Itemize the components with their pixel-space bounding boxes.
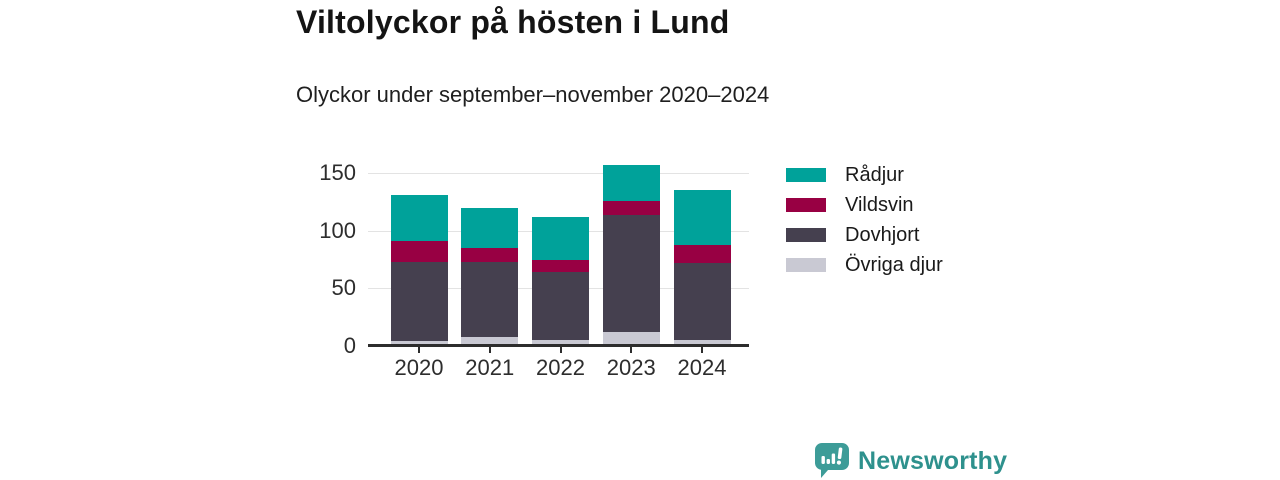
x-axis-line [368, 344, 749, 347]
bar-segment-2021-Vildsvin [461, 248, 519, 262]
bar-segment-2021-Dovhjort [461, 261, 519, 337]
legend-swatch-Rådjur [786, 168, 826, 182]
newsworthy-logo[interactable]: Newsworthy [815, 443, 1007, 479]
legend-swatch-Övriga djur [786, 258, 826, 272]
gridline-150 [368, 173, 749, 174]
x-axis-label-2020: 2020 [394, 355, 444, 380]
x-axis-tick-2024 [701, 347, 703, 353]
bar-segment-2020-Övriga djur [390, 341, 448, 346]
x-axis-label-2021: 2021 [465, 355, 515, 380]
newsworthy-logo-text: Newsworthy [858, 446, 1008, 475]
bar-segment-2020-Dovhjort [390, 261, 448, 342]
bar-segment-2021-Övriga djur [461, 336, 519, 346]
legend-label-Rådjur: Rådjur [845, 163, 904, 186]
newsworthy-logo-icon [815, 443, 849, 479]
bar-segment-2024-Vildsvin [673, 244, 731, 263]
x-axis-tick-2021 [488, 347, 491, 353]
bar-segment-2020-Vildsvin [390, 241, 448, 262]
legend-swatch-Dovhjort [786, 228, 826, 242]
bar-segment-2022-Vildsvin [532, 259, 589, 273]
stacked-bar-2024 [673, 190, 731, 346]
chart-subtitle: Olyckor under september–november 2020–20… [296, 82, 770, 107]
bar-segment-2024-Övriga djur [673, 340, 731, 346]
legend-row-Dovhjort: Dovhjort [786, 220, 943, 250]
bar-segment-2023-Övriga djur [602, 332, 660, 346]
bar-segment-2024-Rådjur [673, 190, 731, 245]
bar-segment-2022-Övriga djur [532, 340, 589, 346]
legend-swatch-Vildsvin [786, 198, 826, 212]
y-axis-label-0: 0 [343, 333, 356, 358]
bar-segment-2021-Rådjur [461, 207, 519, 248]
x-axis-tick-2023 [630, 347, 633, 353]
legend-row-Rådjur: Rådjur [786, 160, 943, 190]
x-axis-label-2023: 2023 [606, 355, 656, 380]
bar-segment-2024-Dovhjort [673, 262, 731, 341]
bar-segment-2022-Dovhjort [532, 272, 589, 341]
y-axis-label-100: 100 [319, 217, 356, 243]
legend-label-Vildsvin: Vildsvin [845, 193, 914, 216]
y-axis-label-150: 150 [319, 160, 356, 185]
legend-row-Övriga djur: Övriga djur [786, 250, 943, 280]
stacked-bar-2020 [390, 194, 448, 346]
y-axis-label-50: 50 [331, 275, 356, 301]
bar-segment-2020-Rådjur [390, 194, 448, 242]
legend-row-Vildsvin: Vildsvin [786, 190, 943, 220]
bar-segment-2023-Rådjur [602, 164, 660, 201]
bar-segment-2022-Rådjur [532, 216, 589, 260]
x-axis-tick-2022 [559, 347, 562, 353]
legend: Rådjur Vildsvin Dovhjort Övriga djur [786, 160, 943, 280]
legend-label-Övriga djur: Övriga djur [845, 253, 943, 276]
stacked-bar-2022 [532, 216, 589, 346]
stacked-bar-2023 [602, 164, 660, 346]
bar-segment-2023-Dovhjort [602, 214, 660, 333]
legend-label-Dovhjort: Dovhjort [845, 223, 920, 246]
stacked-bar-2021 [461, 207, 519, 346]
bar-segment-2023-Vildsvin [602, 200, 660, 215]
x-axis-label-2022: 2022 [536, 355, 585, 380]
x-axis-tick-2020 [418, 347, 420, 353]
chart-title: Viltolyckor på hösten i Lund [296, 4, 730, 40]
x-axis-label-2024: 2024 [677, 355, 727, 380]
plot-area [368, 150, 749, 346]
